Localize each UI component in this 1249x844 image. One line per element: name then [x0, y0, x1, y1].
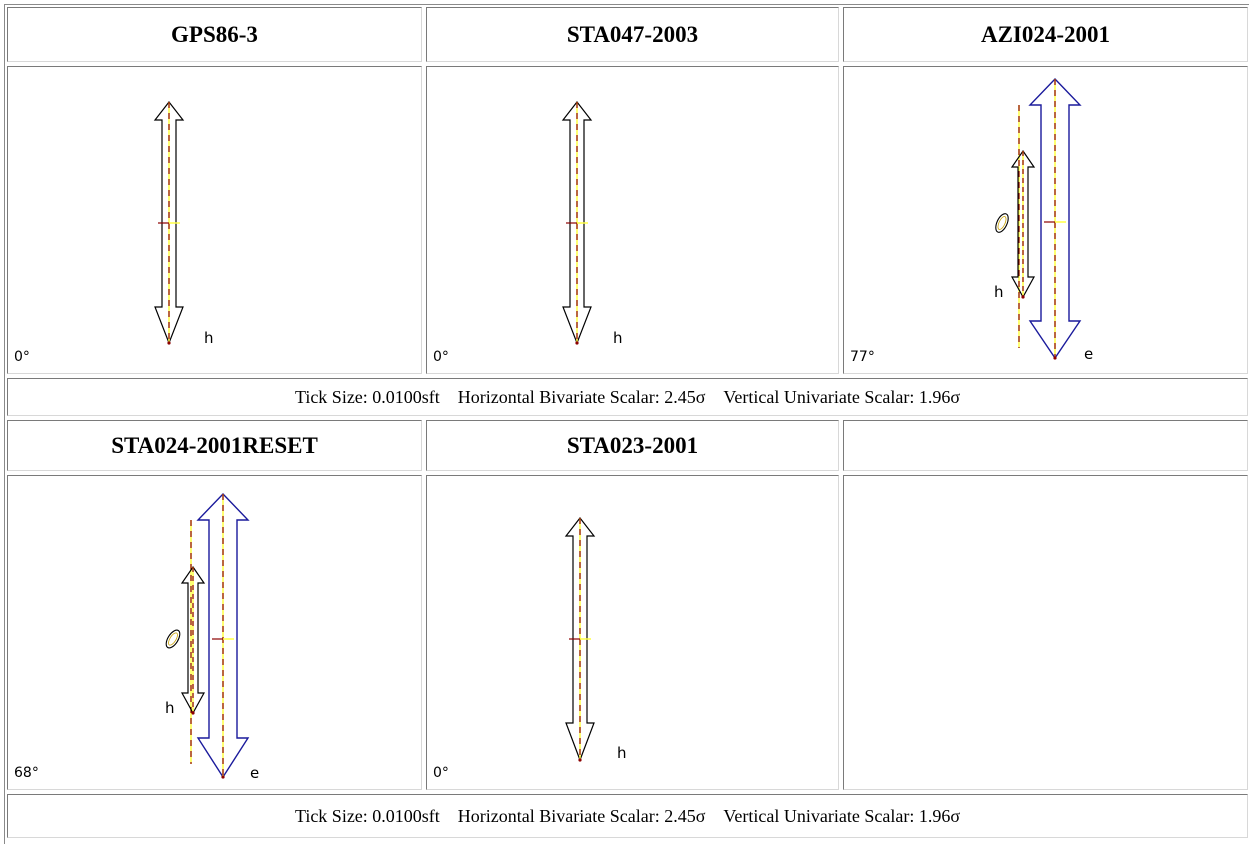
panel-title: STA047-2003 [566, 21, 699, 47]
figure-azi024-2001: h e 77° [843, 66, 1248, 374]
horizontal-error-ellipse [995, 213, 1009, 233]
panel-header-azi024-2001: AZI024-2001 [843, 7, 1248, 62]
error-ellipse-diagram: h [561, 101, 623, 347]
rotation-angle: 0° [433, 765, 449, 781]
height-arrow-label: h [617, 744, 627, 762]
figure-sta047-2003: h 0° [426, 66, 839, 374]
scale-info-row-2: Tick Size: 0.0100sft Horizontal Bivariat… [7, 794, 1248, 838]
panel-header-sta023-2001: STA023-2001 [426, 420, 839, 471]
height-arrow-label: h [165, 699, 175, 717]
height-arrow-label: h [613, 329, 623, 347]
scale-info-row-1: Tick Size: 0.0100sft Horizontal Bivariat… [7, 378, 1248, 416]
panel-header-gps86-3: GPS86-3 [7, 7, 422, 62]
easting-arrow-label: e [1084, 345, 1093, 363]
rotation-angle: 0° [433, 349, 449, 365]
height-arrow-label: h [204, 329, 214, 347]
horizontal-error-ellipse [165, 629, 181, 649]
results-table: GPS86-3 STA047-2003 AZI024-2001 h 0° h 0… [4, 4, 1249, 844]
error-ellipse-diagram: h [564, 517, 627, 762]
error-ellipse-diagram: h e [994, 77, 1093, 363]
panel-header-sta024-2001reset: STA024-2001RESET [7, 420, 422, 471]
panel-header-sta047-2003: STA047-2003 [426, 7, 839, 62]
panel-header-empty [843, 420, 1248, 471]
scale-info-text: Tick Size: 0.0100sft Horizontal Bivariat… [294, 386, 961, 407]
error-ellipse-diagram: h [153, 101, 214, 347]
panel-title: STA024-2001RESET [111, 432, 318, 458]
figure-sta023-2001: h 0° [426, 475, 839, 790]
easting-arrow-label: e [250, 764, 259, 782]
figure-sta024-2001reset: h e 68° [7, 475, 422, 790]
scale-info-text: Tick Size: 0.0100sft Horizontal Bivariat… [294, 805, 961, 826]
panel-title: STA023-2001 [566, 432, 699, 458]
panel-title: GPS86-3 [171, 21, 258, 47]
panel-title: AZI024-2001 [980, 21, 1111, 47]
error-ellipse-diagram: h e [165, 492, 259, 782]
height-arrow-label: h [994, 283, 1004, 301]
figure-gps86-3: h 0° [7, 66, 422, 374]
rotation-angle: 0° [14, 349, 30, 365]
figure-empty [843, 475, 1248, 790]
rotation-angle: 77° [850, 349, 875, 365]
rotation-angle: 68° [14, 765, 39, 781]
